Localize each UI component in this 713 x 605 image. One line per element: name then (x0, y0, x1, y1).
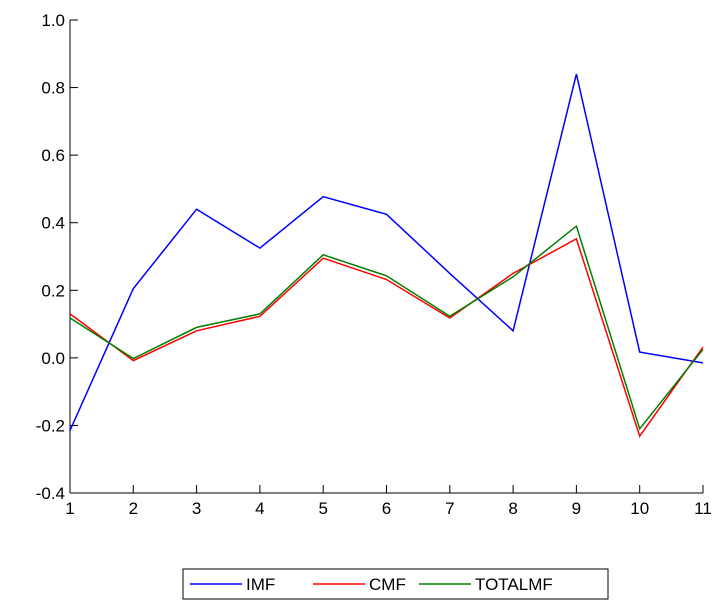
y-tick-label: -0.2 (36, 416, 65, 435)
series-line-imf (69, 73, 704, 431)
x-tick-label: 5 (318, 499, 327, 518)
x-tick-label: 1 (65, 499, 74, 518)
x-tick-label: 6 (382, 499, 391, 518)
x-tick-label: 7 (445, 499, 454, 518)
y-tick-label: 0.8 (41, 79, 65, 98)
x-tick-label: 11 (694, 499, 712, 518)
y-tick-label: 0.6 (41, 146, 65, 165)
legend-label-imf: IMF (246, 575, 275, 594)
y-tick-label: 0.2 (41, 281, 65, 300)
series-line-cmf (69, 237, 704, 438)
y-tick-label: 1.0 (41, 11, 65, 30)
x-tick-label: 9 (572, 499, 581, 518)
x-tick-label: 8 (508, 499, 517, 518)
x-tick-label: 2 (129, 499, 138, 518)
y-tick-label: 0.4 (41, 214, 65, 233)
x-tick-label: 3 (192, 499, 201, 518)
series-line-totalmf (69, 224, 704, 431)
y-tick-label: -0.4 (36, 484, 65, 503)
x-tick-label: 4 (255, 499, 264, 518)
x-tick-label: 10 (630, 499, 649, 518)
legend: IMF CMF TOTALMF (182, 568, 609, 600)
series-layer (69, 73, 704, 438)
legend-box (182, 568, 609, 600)
legend-label-totalmf: TOTALMF (475, 575, 553, 594)
y-tick-label: 0.0 (41, 349, 65, 368)
axes-layer: -0.4 -0.2 0.0 0.2 0.4 0.6 0.8 1.0 1 2 3 4 5 6 7 8 9 10 11 (36, 11, 712, 518)
legend-label-cmf: CMF (369, 575, 406, 594)
